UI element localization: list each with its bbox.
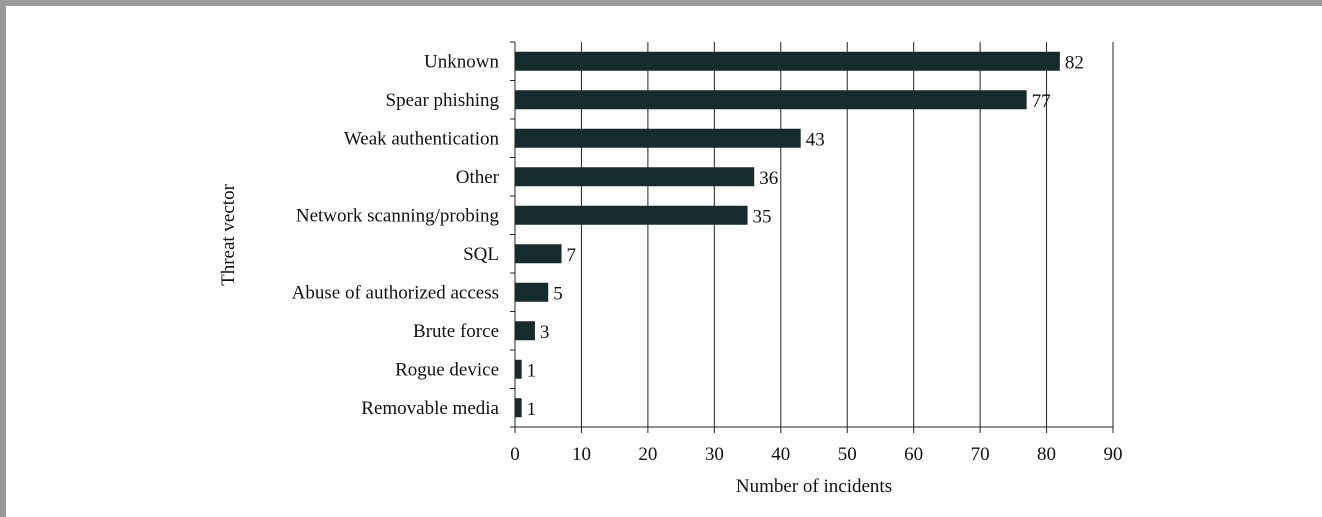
labels: 0 10 20 30 40 50 60 70 80 90 Unknown 82 Spear phishi… [292,51,1123,465]
value-label-abuse-of-authorized-access: 5 [553,283,563,304]
category-label-sql: SQL [463,244,499,265]
x-tick-label-0: 0 [510,444,520,465]
value-label-other: 36 [759,168,778,189]
x-tick-label-80: 80 [1037,444,1056,465]
value-label-removable-media: 1 [527,399,537,420]
category-label-rogue-device: Rogue device [395,359,499,380]
bar-rogue-device [515,359,522,379]
bar-removable-media [515,398,522,418]
category-label-other: Other [456,167,500,188]
bar-sql [515,244,562,264]
category-label-removable-media: Removable media [361,398,499,419]
category-label-brute-force: Brute force [413,321,499,342]
bar-weak-authentication [515,128,801,148]
x-tick-label-50: 50 [838,444,857,465]
value-label-spear-phishing: 77 [1032,91,1051,112]
axes [510,41,1114,433]
x-tick-label-40: 40 [771,444,790,465]
bar-abuse-of-authorized-access [515,282,549,302]
bar-other [515,167,755,187]
value-label-network-scanning-probing: 35 [753,206,772,227]
value-label-weak-authentication: 43 [806,129,825,150]
x-tick-label-20: 20 [638,444,657,465]
x-tick-label-70: 70 [971,444,990,465]
value-label-unknown: 82 [1065,52,1084,73]
bar-spear-phishing [515,90,1027,110]
value-label-rogue-device: 1 [527,360,537,381]
value-label-sql: 7 [567,245,577,266]
x-tick-label-10: 10 [572,444,591,465]
category-label-unknown: Unknown [424,51,499,72]
bars [515,51,1060,418]
bar-network-scanning-probing [515,205,748,225]
x-tick-label-60: 60 [904,444,923,465]
category-label-network-scanning-probing: Network scanning/probing [296,205,500,226]
category-label-abuse-of-authorized-access: Abuse of authorized access [292,282,499,303]
category-label-spear-phishing: Spear phishing [386,90,500,111]
x-axis-label: Number of incidents [736,476,892,497]
category-label-weak-authentication: Weak authentication [344,128,500,149]
bar-unknown [515,51,1060,71]
bar-brute-force [515,321,535,341]
x-tick-label-30: 30 [705,444,724,465]
y-axis-label: Threat vector [218,183,239,285]
x-tick-label-90: 90 [1104,444,1123,465]
value-label-brute-force: 3 [540,322,550,343]
